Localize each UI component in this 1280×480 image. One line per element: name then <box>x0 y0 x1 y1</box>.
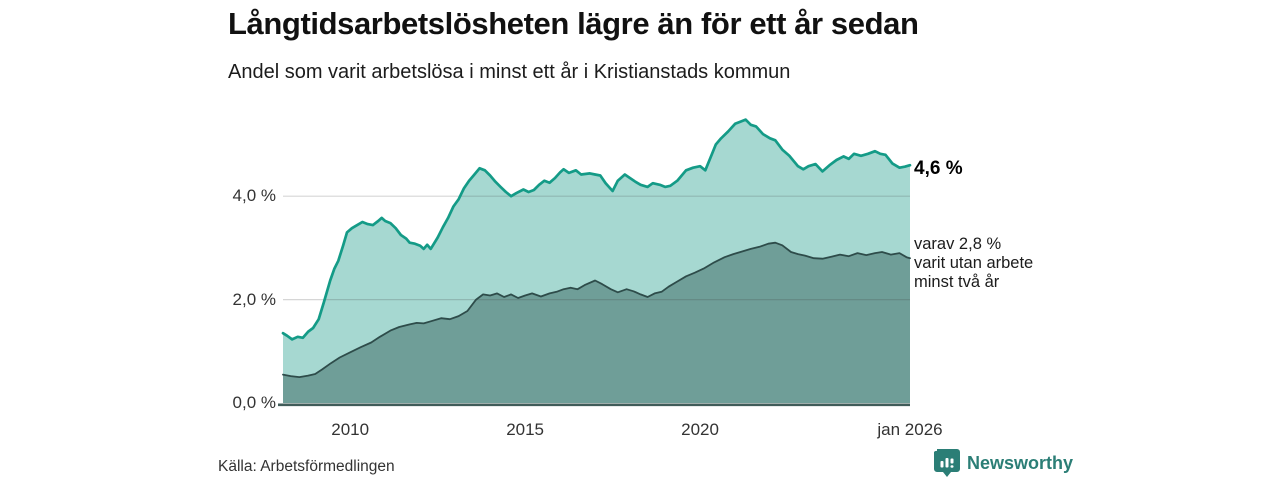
end-value-label-secondary: varav 2,8 % varit utan arbete minst två … <box>914 235 1034 291</box>
brand-name: Newsworthy <box>967 452 1074 473</box>
series-line-1 <box>282 241 911 378</box>
chart-subtitle: Andel som varit arbetslösa i minst ett å… <box>228 61 791 83</box>
brand-footer: Newsworthy <box>934 448 1073 478</box>
end-value-label-total: 4,6 % <box>914 158 963 179</box>
chart-title: Långtidsarbetslösheten lägre än för ett … <box>228 6 919 41</box>
source-note: Källa: Arbetsförmedlingen <box>218 458 395 475</box>
y-tick-label: 4,0 % <box>232 186 276 206</box>
y-tick-label: 2,0 % <box>232 289 276 309</box>
x-tick-label: 2020 <box>681 420 719 439</box>
x-tick-label: jan 2026 <box>877 420 943 439</box>
y-tick-label: 0,0 % <box>232 393 276 412</box>
x-tick-label: 2010 <box>331 420 370 439</box>
series-area-1 <box>283 242 910 403</box>
series-line-0 <box>281 118 912 341</box>
x-tick-label: 2015 <box>506 420 545 439</box>
newsworthy-logo-icon <box>934 449 960 477</box>
